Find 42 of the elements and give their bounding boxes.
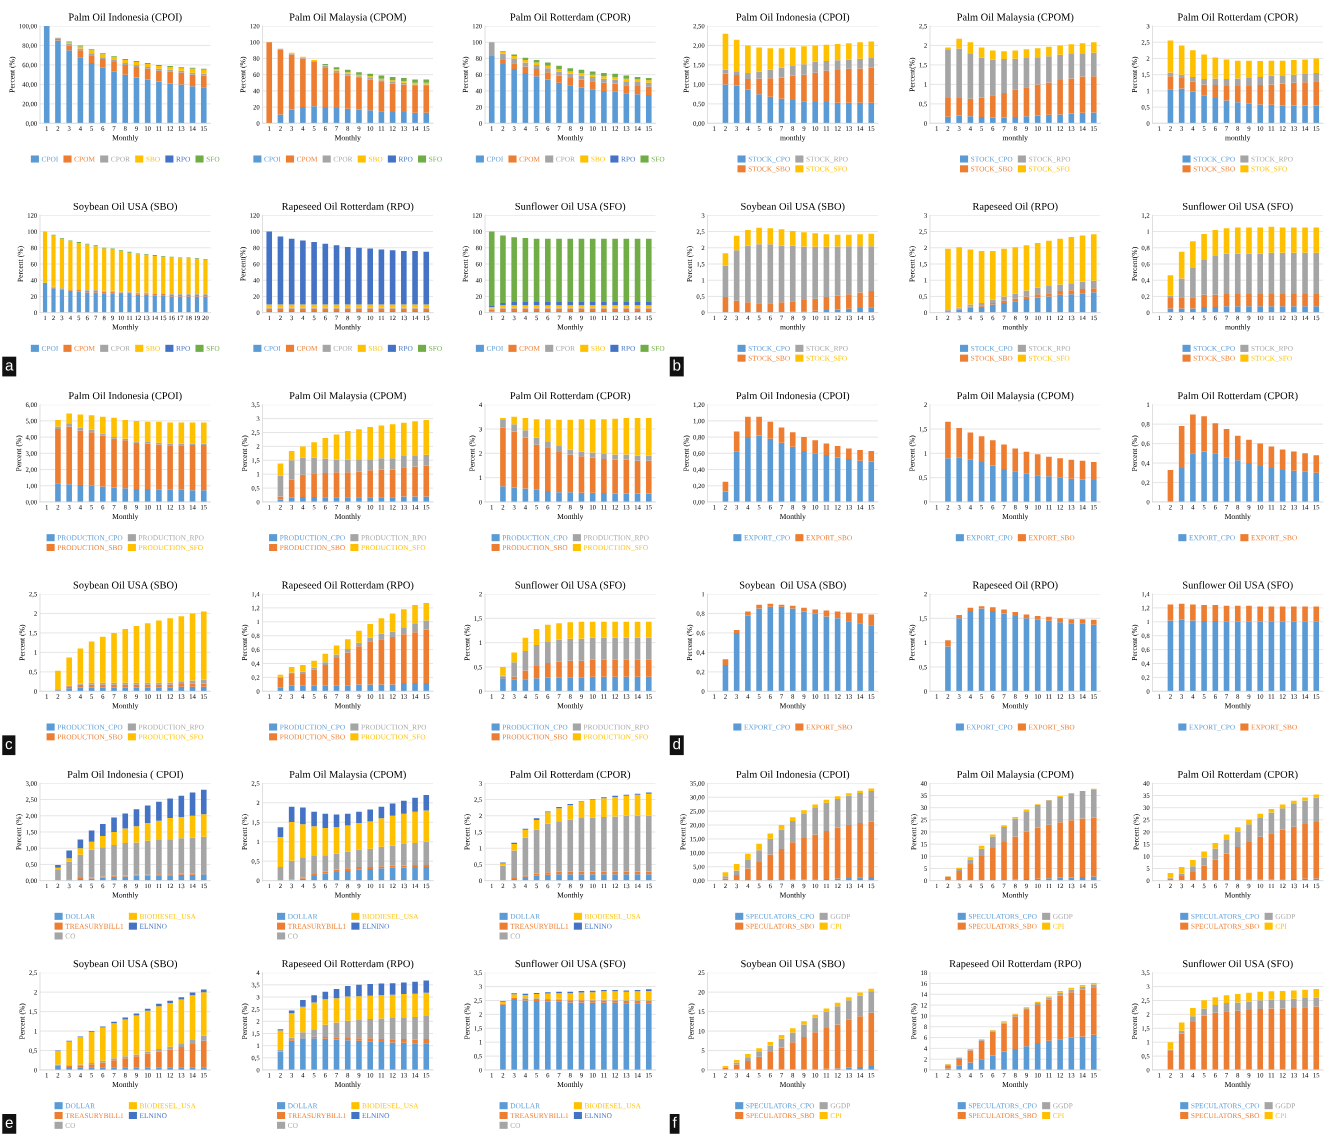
chart-title: Palm Oil Rotterdam (CPOR): [510, 770, 631, 780]
chart-title: Palm Oil Indonesia (CPOI): [68, 391, 182, 402]
chart-title: Palm Oil Malaysia (CPOM): [289, 770, 406, 781]
chart-title: Palm Oil Malaysia (CPOM): [956, 391, 1074, 402]
chart-title: Palm Oil Rotterdam (CPOR): [510, 391, 631, 402]
chart-title: Palm Oil Rotterdam (CPOR): [1177, 391, 1298, 402]
chart-title: Soybean Oil USA (SBO): [741, 959, 845, 970]
chart-title: Rapeseed Oil Rotterdam (RPO): [949, 959, 1081, 970]
chart-title: Palm Oil Rotterdam (CPOR): [510, 13, 631, 23]
text: c: [5, 740, 13, 750]
chart-title: Rapeseed Oil Rotterdam (RPO): [281, 202, 414, 212]
chart-title: Palm Oil Malaysia (CPOM): [289, 391, 406, 402]
chart-title: Rapeseed Oil (RPO): [972, 581, 1058, 591]
text: e: [5, 1119, 13, 1128]
chart-title: Sunflower Oil USA (SFO): [1183, 202, 1293, 212]
chart-title: Rapeseed Oil Rotterdam (RPO): [281, 959, 414, 970]
chart-title: Soybean Oil USA (SBO): [73, 202, 178, 213]
chart-title: Sunflower Oil USA (SFO): [515, 959, 626, 970]
chart-title: Soybean Oil USA (SBO): [73, 959, 178, 970]
chart-title: Palm Oil Indonesia (CPOI): [736, 770, 850, 780]
text: a: [5, 362, 14, 371]
chart-title: Palm Oil Malaysia (CPOM): [956, 13, 1074, 23]
chart-title: Palm Oil Rotterdam (CPOR): [1177, 13, 1298, 23]
chart-title: Sunflower Oil USA (SFO): [1183, 581, 1293, 591]
chart-title: Soybean Oil USA (SBO): [73, 581, 178, 591]
chart-title: Palm Oil Indonesia ( CPOI): [67, 770, 183, 780]
chart-title: Palm Oil Indonesia (CPOI): [736, 13, 850, 23]
chart-title: Palm Oil Rotterdam (CPOR): [1177, 770, 1298, 780]
chart-title: Sunflower Oil USA (SFO): [1183, 959, 1293, 970]
text: f: [672, 1116, 677, 1128]
chart-title: Soybean Oil USA (SBO): [739, 581, 846, 591]
text: b: [673, 359, 681, 371]
chart-title: Sunflower Oil USA (SFO): [515, 202, 626, 212]
text: d: [673, 738, 681, 750]
chart-title: Palm Oil Malaysia (CPOM): [956, 770, 1074, 781]
chart-title: Sunflower Oil USA (SFO): [515, 581, 626, 591]
chart-title: Palm Oil Malaysia (CPOM): [289, 13, 406, 23]
chart-title: Palm Oil Indonesia (CPOI): [736, 391, 850, 402]
chart-title: Rapeseed Oil (RPO): [972, 202, 1058, 212]
chart-title: Rapeseed Oil Rotterdam (RPO): [281, 581, 414, 591]
chart-title: Palm Oil Indonesia (CPOI): [68, 13, 182, 23]
chart-title: Soybean Oil USA (SBO): [741, 202, 845, 213]
